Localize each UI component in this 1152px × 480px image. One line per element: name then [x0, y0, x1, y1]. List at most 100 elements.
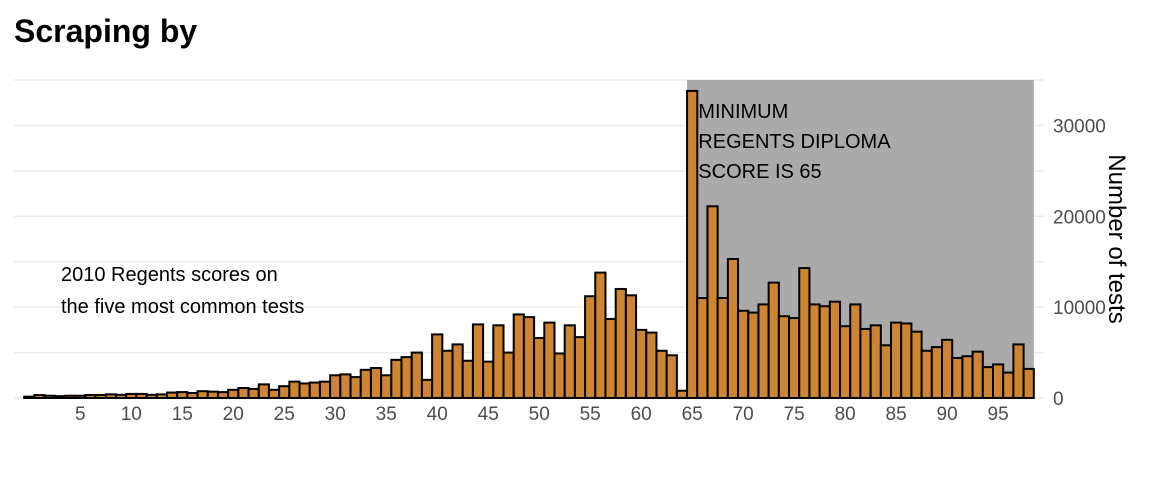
- chart-title: Scraping by: [14, 13, 197, 49]
- bar: [94, 394, 107, 399]
- bars: [23, 89, 1035, 400]
- x-tick-label: 10: [121, 404, 142, 425]
- x-axis-ticks: 5 10 15 20 25 30 35 40 45 50 55 60 65 70 75 80 85 90 95: [75, 404, 1009, 425]
- bar: [278, 385, 291, 399]
- bar: [420, 378, 434, 400]
- bar: [390, 358, 403, 399]
- shade-annotation-line: SCORE IS 65: [698, 161, 821, 183]
- bar: [839, 325, 852, 400]
- x-tick-label: 25: [274, 404, 295, 425]
- x-tick-label: 60: [631, 404, 652, 425]
- note-annotation-line: the five most common tests: [61, 296, 304, 318]
- bar: [675, 389, 689, 399]
- bar: [53, 395, 66, 400]
- bar: [777, 315, 791, 400]
- bar: [941, 338, 954, 400]
- bar: [584, 295, 597, 399]
- bar: [33, 394, 46, 399]
- bar: [726, 257, 740, 400]
- bar: [104, 393, 117, 400]
- bar: [155, 393, 168, 400]
- shade-annotation-line: MINIMUM: [698, 101, 788, 123]
- bar: [176, 391, 189, 400]
- bar: [125, 392, 138, 400]
- bar: [951, 357, 964, 399]
- bar: [43, 394, 56, 400]
- bar: [145, 393, 158, 400]
- bar: [553, 352, 566, 400]
- bar: [533, 337, 546, 399]
- bar: [84, 394, 97, 399]
- bar: [890, 321, 903, 399]
- bar: [665, 354, 678, 400]
- bar: [971, 350, 984, 400]
- bar: [645, 331, 658, 399]
- annotations: MINIMUM REGENTS DIPLOMA SCORE IS 65 2010 Re…: [61, 101, 891, 318]
- bar: [522, 316, 536, 399]
- bar: [410, 351, 423, 400]
- bar: [206, 390, 219, 400]
- bar: [1022, 367, 1035, 400]
- bar: [237, 387, 250, 399]
- bar: [63, 394, 77, 400]
- bar: [910, 330, 923, 399]
- bar: [828, 300, 842, 400]
- bar: [961, 355, 974, 400]
- bar: [604, 317, 617, 399]
- shade-annotation-line: REGENTS DIPLOMA: [698, 131, 891, 153]
- bar: [635, 328, 648, 400]
- bar: [1002, 371, 1015, 399]
- bar: [482, 360, 495, 399]
- bar: [563, 324, 576, 400]
- bar: [165, 391, 179, 400]
- bar: [247, 387, 260, 399]
- x-tick-label: 70: [733, 404, 754, 425]
- bar: [257, 383, 270, 400]
- bar: [216, 391, 230, 400]
- bar: [849, 303, 862, 399]
- bar: [818, 305, 831, 399]
- bar: [135, 392, 148, 400]
- bar: [879, 344, 893, 399]
- bar: [706, 205, 719, 399]
- bar: [23, 395, 36, 400]
- bar: [227, 388, 240, 399]
- bar: [920, 349, 933, 399]
- bar: [900, 322, 913, 399]
- bar: [655, 349, 668, 399]
- bar: [400, 356, 413, 400]
- bar: [716, 297, 729, 399]
- bar: [747, 311, 760, 400]
- y-axis-label: Number of tests: [1103, 154, 1130, 323]
- x-tick-label: 85: [886, 404, 907, 425]
- bar: [808, 303, 821, 399]
- bar: [471, 323, 485, 399]
- bar: [461, 359, 474, 399]
- bar: [1012, 343, 1025, 399]
- x-tick-label: 15: [172, 404, 193, 425]
- bar: [298, 382, 311, 400]
- bar: [369, 367, 383, 400]
- bar: [431, 333, 444, 399]
- bar: [329, 374, 342, 399]
- bar: [757, 303, 770, 399]
- x-tick-label: 5: [75, 404, 86, 425]
- bar: [196, 390, 209, 399]
- y-tick-label: 0: [1053, 389, 1064, 410]
- bar: [308, 381, 321, 400]
- bar: [512, 313, 525, 400]
- y-axis-ticks: 0 10000 20000 30000: [1053, 116, 1106, 410]
- bar: [267, 388, 281, 399]
- bar: [114, 393, 128, 400]
- bar: [767, 281, 780, 399]
- bar: [594, 271, 607, 400]
- bar: [992, 363, 1005, 399]
- x-tick-label: 50: [529, 404, 550, 425]
- note-annotation-line: 2010 Regents scores on: [61, 264, 278, 286]
- x-tick-label: 95: [988, 404, 1009, 425]
- bar: [318, 380, 332, 400]
- bar: [859, 327, 872, 400]
- x-tick-label: 90: [937, 404, 958, 425]
- bar: [359, 368, 372, 400]
- x-tick-label: 40: [427, 404, 448, 425]
